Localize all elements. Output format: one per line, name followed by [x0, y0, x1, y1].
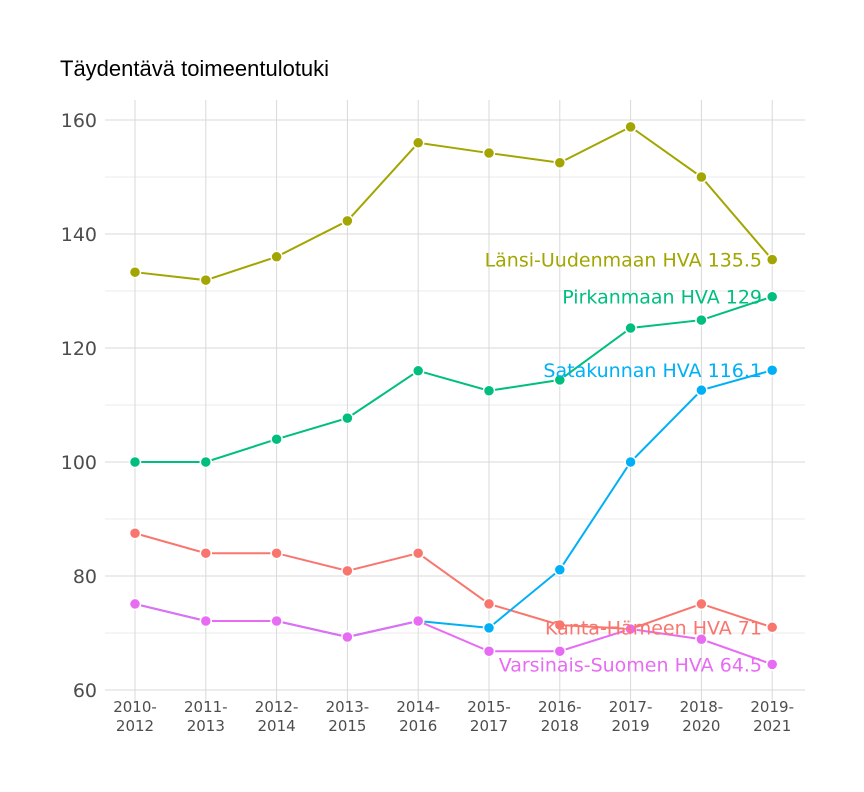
- y-tick-label: 100: [61, 452, 97, 474]
- data-point: [128, 527, 142, 540]
- data-point: [765, 621, 779, 634]
- data-point: [624, 120, 637, 134]
- data-point: [765, 253, 779, 266]
- data-point: [199, 273, 213, 287]
- data-point: [411, 364, 425, 378]
- series-line: [134, 532, 773, 631]
- chart-title: Täydentävä toimeentulotuki: [60, 56, 330, 81]
- x-tick-label: 2010-2012: [113, 698, 157, 735]
- y-tick-label: 140: [61, 224, 97, 246]
- data-point: [270, 546, 283, 560]
- data-point: [695, 170, 708, 184]
- data-point: [411, 136, 425, 150]
- x-tick-label: 2014-2016: [396, 698, 440, 735]
- data-point: [199, 455, 213, 469]
- series-line: [134, 602, 773, 666]
- data-point: [695, 633, 708, 646]
- x-tick-label: 2017-2019: [609, 698, 653, 735]
- data-point: [199, 614, 213, 628]
- data-point: [341, 214, 354, 228]
- series-end-label: Satakunnan HVA 116.1: [543, 360, 762, 382]
- data-point: [128, 265, 142, 279]
- x-tick-label: 2013-2015: [326, 698, 370, 735]
- x-tick-label: 2012-2014: [255, 698, 299, 735]
- data-point: [482, 621, 496, 635]
- data-point: [482, 644, 496, 658]
- data-point: [482, 597, 496, 611]
- data-point: [695, 597, 708, 611]
- data-point: [411, 614, 425, 628]
- data-point: [553, 156, 567, 169]
- data-point: [128, 455, 142, 469]
- x-tick-label: 2016-2018: [538, 698, 582, 735]
- series-line: [135, 295, 773, 463]
- data-point: [341, 411, 354, 425]
- data-point: [341, 630, 354, 644]
- data-point: [624, 455, 637, 469]
- data-point: [553, 644, 567, 658]
- y-tick-label: 60: [73, 680, 97, 702]
- data-point: [270, 432, 283, 446]
- data-point: [765, 363, 779, 377]
- series-line: [134, 369, 773, 639]
- x-tick-label: 2018-2020: [680, 698, 724, 735]
- data-point: [270, 614, 283, 628]
- x-tick-label: 2011-2013: [184, 698, 228, 735]
- data-point: [695, 313, 708, 327]
- series-end-label: Kanta-Hämeen HVA 71: [545, 617, 762, 639]
- data-point: [270, 250, 283, 264]
- data-point: [553, 618, 567, 632]
- data-point: [341, 564, 354, 578]
- y-tick-label: 80: [73, 566, 97, 588]
- data-point: [695, 383, 708, 397]
- data-point: [765, 290, 779, 303]
- data-point: [411, 546, 425, 560]
- data-point: [128, 597, 142, 611]
- data-point: [482, 146, 496, 160]
- series-end-label: Pirkanmaan HVA 129: [562, 287, 762, 309]
- data-point: [553, 373, 567, 387]
- data-point: [553, 563, 567, 576]
- data-point: [624, 622, 637, 636]
- series-end-label: Varsinais-Suomen HVA 64.5: [499, 654, 762, 676]
- series-line: [134, 125, 773, 282]
- y-tick-label: 160: [61, 110, 97, 132]
- data-point: [482, 384, 496, 397]
- data-point: [624, 321, 637, 335]
- y-tick-label: 120: [61, 338, 97, 360]
- x-tick-label: 2015-2017: [467, 698, 511, 735]
- series-end-label: Länsi-Uudenmaan HVA 135.5: [485, 250, 762, 272]
- x-tick-label: 2019-2021: [750, 698, 794, 735]
- data-point: [199, 546, 213, 560]
- data-point: [765, 658, 779, 671]
